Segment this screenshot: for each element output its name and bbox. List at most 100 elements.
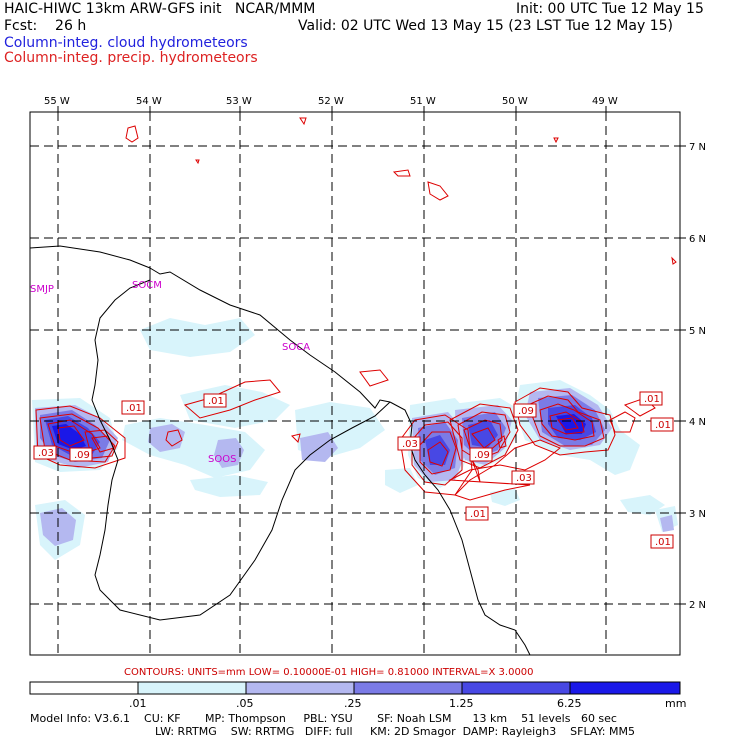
model-info-line2: LW: RRTMG SW: RRTMG DIFF: full KM: 2D Sm… — [155, 725, 635, 738]
contour-line — [299, 117, 307, 126]
color-bar — [29, 681, 681, 695]
contour-line — [549, 411, 585, 435]
contour-line — [125, 125, 139, 143]
shade-region — [214, 438, 244, 468]
contour-value: .03 — [38, 448, 54, 459]
contour-value: .01 — [208, 396, 224, 407]
contour-label-box: .01 — [650, 417, 674, 432]
shade-region — [190, 475, 268, 497]
shade-region — [425, 435, 450, 465]
station-label: SOCM — [132, 280, 162, 291]
contour-line — [623, 397, 656, 417]
contour-label-box: .01 — [121, 400, 145, 415]
station-labels: SMJP SOCM SOCA SOOS — [30, 280, 310, 465]
contour-label-box: .01 — [203, 393, 227, 408]
contour-line — [427, 441, 449, 467]
contour-value: .01 — [126, 403, 142, 414]
contour-line — [427, 181, 449, 201]
contour-line — [165, 429, 183, 447]
shade-region — [52, 424, 86, 450]
lat-label: 3 N — [689, 509, 706, 520]
lat-label: 6 N — [689, 234, 706, 245]
shade-region — [140, 318, 255, 357]
contour-value: .03 — [402, 439, 418, 450]
contour-line — [91, 435, 115, 453]
contour-line — [553, 137, 559, 144]
lon-label: 49 W — [592, 96, 618, 107]
contour-line — [539, 403, 595, 441]
shade-region — [620, 495, 665, 515]
contour-line — [449, 403, 519, 469]
contour-line — [411, 421, 463, 486]
contour-line — [359, 369, 389, 387]
contour-line — [419, 431, 457, 475]
border-line — [389, 401, 531, 656]
contour-line — [514, 387, 616, 456]
shade-region — [385, 468, 418, 493]
valid-time: Valid: 02 UTC Wed 13 May 15 (23 LST Tue … — [298, 18, 673, 34]
border-line — [29, 245, 151, 280]
shade-region — [180, 385, 290, 428]
station-label: SMJP — [30, 284, 54, 295]
contour-label-box: .01 — [639, 391, 663, 406]
colorbar-label: .25 — [344, 697, 362, 710]
forecast-hour: Fcst: 26 h — [4, 18, 87, 34]
contour-label-box: .09 — [513, 403, 537, 418]
colorbar-label: .01 — [129, 697, 147, 710]
shade-region — [122, 418, 265, 478]
contour-value-labels: .01 .01 .03 .09 .03 .09 .09 .03 .01 .01 … — [33, 391, 674, 549]
axis-ticks — [57, 106, 686, 605]
contour-line — [57, 425, 85, 447]
station-label: SOCA — [282, 342, 310, 353]
contour-line — [557, 417, 579, 431]
map-frame — [29, 111, 681, 656]
shade-region — [660, 515, 674, 532]
contour-label-box: .01 — [650, 534, 674, 549]
contour-line — [671, 256, 677, 265]
contour-value: .09 — [474, 450, 490, 461]
init-time: Init: 00 UTC Tue 12 May 15 — [516, 1, 704, 17]
lon-label: 55 W — [44, 96, 70, 107]
border-line — [149, 267, 391, 409]
contour-line — [471, 459, 481, 483]
lon-label: 54 W — [136, 96, 162, 107]
contour-value: .01 — [644, 394, 660, 405]
lat-label: 7 N — [689, 142, 706, 153]
lon-label: 52 W — [318, 96, 344, 107]
contour-label-box: .09 — [469, 447, 493, 462]
contour-value: .09 — [74, 450, 90, 461]
contour-line — [527, 395, 605, 447]
lat-lon-grid — [30, 112, 680, 655]
contour-label-box: .03 — [33, 445, 57, 460]
contour-value: .09 — [518, 406, 534, 417]
legend-cloud: Column-integ. cloud hydrometeors — [4, 35, 248, 51]
contour-line — [183, 379, 281, 419]
contour-line — [471, 427, 496, 449]
contour-label-box: .03 — [511, 470, 535, 485]
lon-labels: 55 W 54 W 53 W 52 W 51 W 50 W 49 W — [44, 96, 618, 107]
coastlines — [29, 245, 531, 656]
contour-value: .01 — [655, 537, 671, 548]
lat-label: 4 N — [689, 417, 706, 428]
lon-label: 51 W — [410, 96, 436, 107]
colorbar-label: .05 — [236, 697, 254, 710]
shade-region — [468, 420, 498, 448]
lat-labels: 7 N 6 N 5 N 4 N 3 N 2 N — [689, 142, 706, 611]
contour-line — [497, 435, 507, 449]
colorbar-label: 6.25 — [557, 697, 582, 710]
contour-value: .03 — [516, 473, 532, 484]
contour-value: .01 — [655, 420, 671, 431]
lon-label: 53 W — [226, 96, 252, 107]
contour-line — [195, 159, 200, 165]
border-line — [91, 279, 391, 621]
lat-label: 2 N — [689, 600, 706, 611]
contour-line — [609, 411, 636, 433]
contour-info: CONTOURS: UNITS=mm LOW= 0.10000E-01 HIGH… — [124, 667, 534, 678]
legend-precip: Column-integ. precip. hydrometeors — [4, 50, 258, 66]
chart-title: HAIC-HIWC 13km ARW-GFS init NCAR/MMM — [4, 1, 316, 17]
contour-label-box: .01 — [465, 506, 489, 521]
contour-value: .01 — [470, 509, 486, 520]
colorbar-label: 1.25 — [449, 697, 474, 710]
colorbar-units: mm — [665, 697, 687, 710]
